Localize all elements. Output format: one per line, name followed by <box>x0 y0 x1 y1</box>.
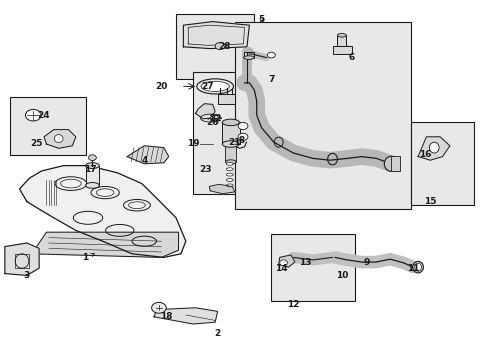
Circle shape <box>238 133 247 140</box>
Polygon shape <box>278 255 294 267</box>
Polygon shape <box>44 130 76 148</box>
Bar <box>390 156 399 171</box>
Ellipse shape <box>384 156 397 171</box>
Bar <box>85 166 99 185</box>
Circle shape <box>279 260 287 266</box>
Text: 19: 19 <box>186 139 199 148</box>
Text: 8: 8 <box>239 136 244 145</box>
Text: 7: 7 <box>267 75 274 84</box>
Text: 11: 11 <box>406 264 419 273</box>
Text: 2: 2 <box>214 328 220 338</box>
Text: 25: 25 <box>30 139 43 148</box>
Bar <box>193 72 259 194</box>
Bar <box>234 22 410 209</box>
Polygon shape <box>154 308 217 324</box>
Ellipse shape <box>226 162 233 165</box>
Ellipse shape <box>226 179 233 181</box>
Circle shape <box>238 122 247 130</box>
Text: 4: 4 <box>141 156 147 165</box>
Ellipse shape <box>201 81 229 91</box>
Ellipse shape <box>222 141 239 147</box>
Ellipse shape <box>85 183 99 188</box>
Ellipse shape <box>226 168 233 171</box>
Ellipse shape <box>196 79 233 94</box>
Text: 14: 14 <box>274 264 287 273</box>
Bar <box>410 122 473 205</box>
Ellipse shape <box>243 56 254 59</box>
Polygon shape <box>183 22 249 49</box>
Text: 26: 26 <box>206 118 219 127</box>
Bar <box>15 254 29 268</box>
Circle shape <box>151 302 166 313</box>
Bar <box>222 122 239 144</box>
Ellipse shape <box>222 119 239 126</box>
Polygon shape <box>417 137 449 160</box>
Bar <box>337 35 346 46</box>
Text: 13: 13 <box>299 258 311 267</box>
Text: 16: 16 <box>418 150 431 159</box>
Text: 15: 15 <box>423 197 436 206</box>
Polygon shape <box>195 104 215 119</box>
Text: 12: 12 <box>286 300 299 309</box>
Ellipse shape <box>226 173 233 176</box>
Ellipse shape <box>226 184 233 187</box>
Text: 18: 18 <box>160 312 172 321</box>
Text: 6: 6 <box>348 53 354 62</box>
Circle shape <box>25 109 41 121</box>
Text: 17: 17 <box>84 165 97 174</box>
Text: 3: 3 <box>24 271 30 280</box>
Circle shape <box>215 42 224 50</box>
Bar <box>271 234 354 301</box>
Text: 27: 27 <box>201 82 214 91</box>
Bar <box>243 52 254 58</box>
Text: 23: 23 <box>199 165 211 174</box>
Circle shape <box>267 52 275 58</box>
Bar <box>332 46 351 54</box>
Ellipse shape <box>337 33 346 37</box>
Text: 10: 10 <box>335 271 348 280</box>
Polygon shape <box>209 184 234 194</box>
Text: 28: 28 <box>218 42 231 51</box>
Bar <box>10 97 85 155</box>
Bar <box>176 14 254 79</box>
Text: 24: 24 <box>38 111 50 120</box>
Ellipse shape <box>200 114 220 122</box>
Ellipse shape <box>414 263 421 271</box>
Bar <box>225 143 236 162</box>
Ellipse shape <box>412 261 423 273</box>
Text: 9: 9 <box>363 258 369 267</box>
Bar <box>217 94 234 104</box>
Polygon shape <box>127 146 168 164</box>
Text: 1: 1 <box>82 253 88 262</box>
Ellipse shape <box>225 160 236 164</box>
Text: 22: 22 <box>208 114 221 123</box>
Ellipse shape <box>54 135 63 143</box>
Text: 20: 20 <box>155 82 167 91</box>
Polygon shape <box>5 243 39 275</box>
Text: 5: 5 <box>258 15 264 24</box>
Polygon shape <box>20 166 185 257</box>
Ellipse shape <box>85 163 99 168</box>
Ellipse shape <box>212 115 218 121</box>
Circle shape <box>88 155 96 161</box>
Polygon shape <box>32 232 178 257</box>
Text: 21: 21 <box>228 138 241 147</box>
Ellipse shape <box>428 142 438 153</box>
